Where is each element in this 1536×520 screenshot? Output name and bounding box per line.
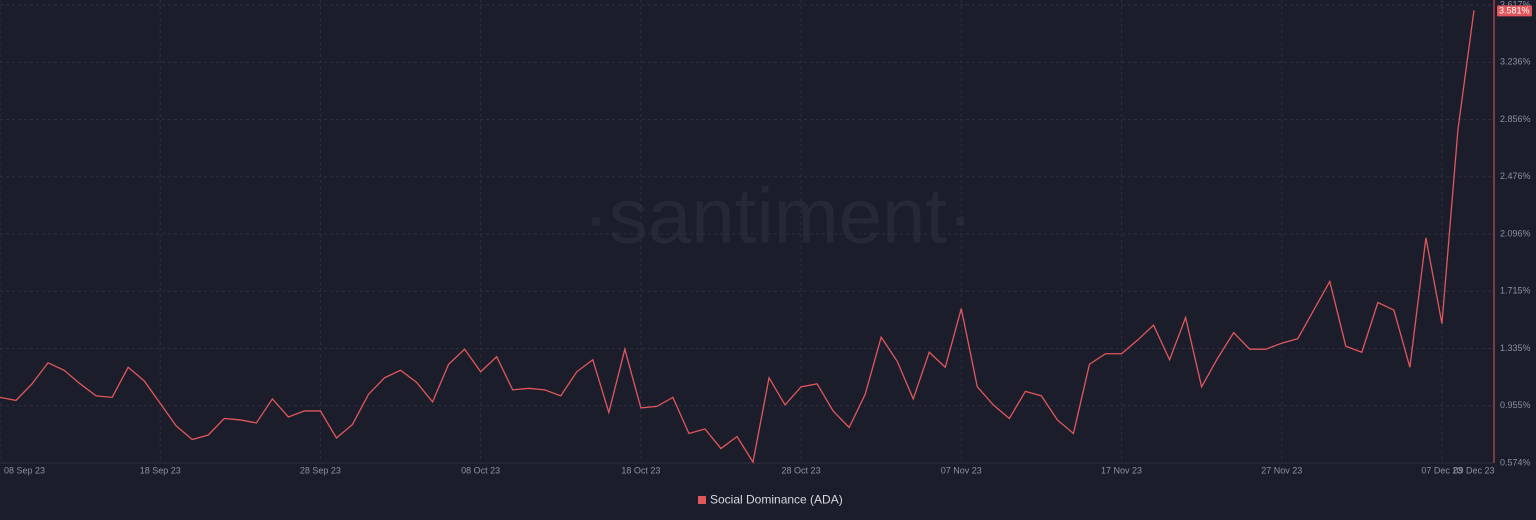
y-tick-label: 0.955% <box>1500 400 1531 410</box>
data-line <box>0 10 1475 464</box>
y-tick-label: 2.096% <box>1500 228 1531 238</box>
y-tick-label: 0.574% <box>1500 457 1531 467</box>
y-tick-label: 3.236% <box>1500 57 1531 67</box>
x-tick-label: 18 Oct 23 <box>621 465 660 475</box>
x-tick-label: 28 Sep 23 <box>300 465 341 475</box>
x-tick-label: 08 Sep 23 <box>4 465 45 475</box>
y-tick-label: 1.335% <box>1500 343 1531 353</box>
x-tick-label: 28 Oct 23 <box>782 465 821 475</box>
y-tick-label: 2.476% <box>1500 171 1531 181</box>
y-tick-label: 2.856% <box>1500 114 1531 124</box>
x-tick-label: 09 Dec 23 <box>1453 465 1494 475</box>
legend-label: Social Dominance (ADA) <box>710 493 843 507</box>
y-tick-label: 1.715% <box>1500 286 1531 296</box>
x-tick-label: 27 Nov 23 <box>1261 465 1302 475</box>
x-tick-label: 07 Nov 23 <box>941 465 982 475</box>
x-tick-label: 18 Sep 23 <box>140 465 181 475</box>
value-badge <box>1497 5 1532 17</box>
x-tick-label: 17 Nov 23 <box>1101 465 1142 475</box>
watermark: ·santiment· <box>583 172 973 260</box>
x-tick-label: 07 Dec 23 <box>1421 465 1462 475</box>
legend-swatch <box>698 496 706 504</box>
value-label: 3.581% <box>1499 5 1530 15</box>
x-tick-label: 08 Oct 23 <box>461 465 500 475</box>
y-tick-label: 3.617% <box>1500 0 1531 9</box>
